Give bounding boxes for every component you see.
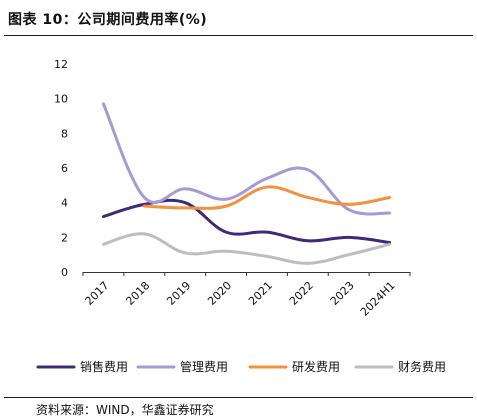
legend-label: 销售费用 [80,359,128,374]
source-divider [4,397,473,398]
y-tick-label: 2 [61,231,68,244]
figure-title: 图表 10：公司期间费用率(%) [8,12,208,28]
y-tick-label: 0 [61,266,68,279]
legend-label: 研发费用 [292,359,340,374]
y-tick-label: 12 [54,58,68,71]
source-note: 资料来源：WIND，华鑫证券研究 [36,403,214,417]
x-tick-label: 2019 [164,279,193,308]
series-line-1 [101,198,392,245]
series-line-4 [101,232,392,265]
title-divider [4,35,473,36]
y-tick-label: 8 [61,127,68,140]
y-tick-label: 10 [54,93,68,106]
chart-axes [82,272,411,276]
x-tick-label: 2018 [123,279,152,308]
legend-label: 财务费用 [398,359,446,374]
x-tick-label: 2020 [205,279,234,308]
y-tick-label: 6 [61,162,68,175]
x-tick-label: 2017 [83,279,112,308]
x-tick-label: 2021 [246,279,275,308]
series-line-3 [142,185,392,210]
y-tick-label: 4 [61,197,68,210]
x-tick-label: 2022 [287,279,316,308]
series-lines [101,102,392,265]
x-axis-labels: 2017 2018 2019 2020 2021 2022 2023 2024H1 [83,279,398,319]
chart-legend: 销售费用 管理费用 研发费用 财务费用 [36,359,446,374]
legend-label: 管理费用 [180,359,228,374]
y-axis-labels: 0 2 4 6 8 10 12 [54,58,68,279]
line-chart: 0 2 4 6 8 10 12 2017 2018 2019 2020 2021 2022 2023 20… [36,58,446,374]
x-tick-label: 2023 [328,279,357,308]
x-tick-label: 2024H1 [358,279,398,319]
